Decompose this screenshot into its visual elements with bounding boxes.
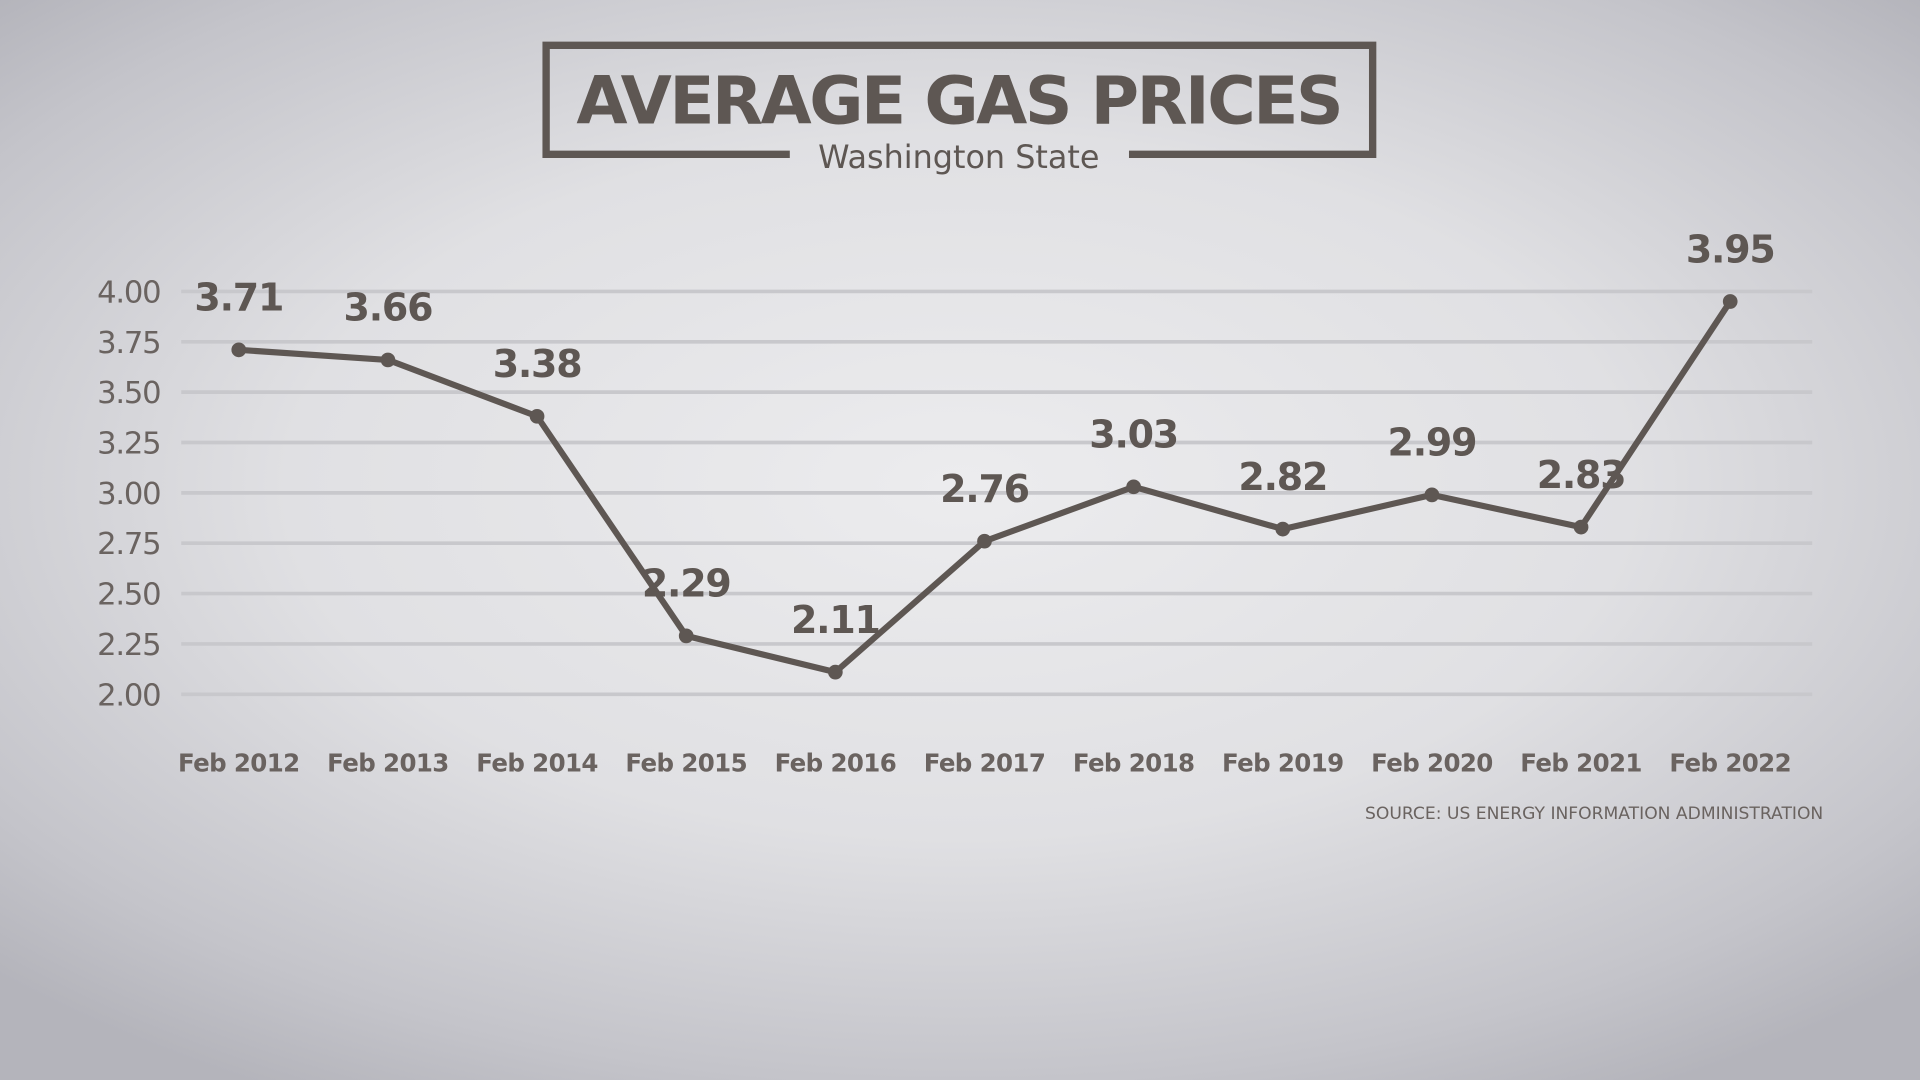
data-label: 2.99 [1388, 421, 1477, 465]
data-label: 2.11 [791, 598, 880, 642]
x-tick-label: Feb 2021 [1520, 748, 1642, 777]
y-tick-label: 3.25 [97, 427, 160, 462]
data-label: 3.95 [1686, 227, 1775, 271]
y-axis-ticks: 4.00 3.75 3.50 3.25 3.00 2.75 2.50 2.25 2.00 [97, 275, 161, 713]
y-tick-label: 2.00 [97, 678, 160, 713]
x-tick-label: Feb 2019 [1222, 748, 1344, 777]
data-point [977, 533, 992, 549]
data-point [1424, 487, 1440, 503]
data-label: 2.76 [940, 467, 1029, 511]
data-point [380, 352, 396, 368]
data-point [529, 408, 545, 424]
data-point [231, 342, 247, 358]
y-tick-label: 2.75 [97, 527, 160, 562]
data-point [1275, 521, 1291, 537]
data-point [678, 628, 694, 644]
data-point [1126, 479, 1141, 495]
data-label: 3.38 [493, 342, 582, 386]
y-tick-label: 2.25 [97, 628, 160, 663]
data-label: 3.03 [1089, 413, 1178, 457]
x-tick-label: Feb 2014 [476, 748, 598, 777]
title-box: AVERAGE GAS PRICES Washington State [542, 41, 1377, 176]
data-label: 3.71 [194, 276, 283, 320]
data-point [1722, 294, 1738, 309]
y-tick-label: 3.00 [97, 477, 160, 512]
x-tick-label: Feb 2015 [625, 748, 747, 777]
data-point [828, 664, 843, 680]
y-tick-label: 3.50 [97, 376, 160, 411]
x-tick-label: Feb 2020 [1371, 748, 1493, 777]
x-tick-label: Feb 2018 [1073, 748, 1195, 777]
x-tick-label: Feb 2022 [1669, 748, 1791, 777]
chart-subtitle: Washington State [818, 138, 1099, 176]
x-tick-label: Feb 2017 [924, 748, 1046, 777]
x-tick-label: Feb 2012 [178, 748, 300, 777]
x-axis-ticks: Feb 2012 Feb 2013 Feb 2014 Feb 2015 Feb 2016… [178, 748, 1792, 777]
y-tick-label: 3.75 [97, 326, 160, 361]
title-frame [542, 41, 1377, 158]
x-tick-label: Feb 2016 [775, 748, 897, 777]
data-label: 2.29 [642, 562, 731, 606]
data-label: 2.83 [1537, 453, 1626, 497]
y-tick-label: 4.00 [97, 275, 160, 310]
data-label: 3.66 [344, 286, 433, 330]
source-note: SOURCE: US ENERGY INFORMATION ADMINISTRA… [1365, 804, 1823, 824]
series-line [231, 294, 1738, 680]
chart-title: AVERAGE GAS PRICES [576, 63, 1341, 140]
gridlines [181, 289, 1813, 697]
x-tick-label: Feb 2013 [327, 748, 449, 777]
y-tick-label: 2.50 [97, 578, 160, 613]
data-labels: 3.71 3.66 3.38 2.29 2.11 2.76 3.03 2.82 2.99 2.83… [194, 227, 1775, 642]
data-point [1573, 519, 1589, 535]
data-label: 2.82 [1238, 455, 1327, 499]
